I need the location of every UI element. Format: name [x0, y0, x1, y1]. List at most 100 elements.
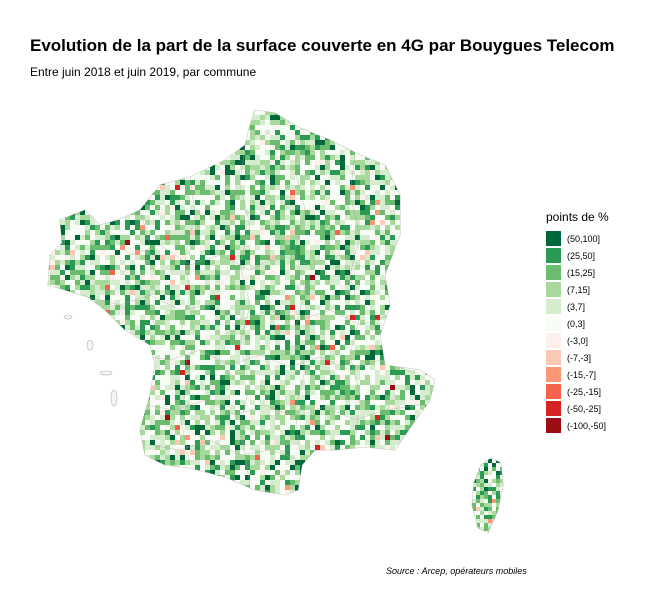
- commune-cell: [70, 395, 76, 401]
- commune-cell: [95, 285, 101, 291]
- commune-cell: [315, 305, 321, 311]
- commune-cell: [270, 170, 276, 176]
- commune-cell: [285, 300, 291, 306]
- commune-cell: [80, 365, 86, 371]
- commune-cell: [120, 370, 126, 376]
- commune-cell: [180, 385, 186, 391]
- commune-cell: [225, 385, 231, 391]
- commune-cell: [270, 125, 276, 131]
- commune-cell: [165, 280, 171, 286]
- commune-cell: [230, 205, 236, 211]
- commune-cell: [360, 250, 366, 256]
- commune-cell: [140, 260, 146, 266]
- commune-cell: [130, 185, 136, 191]
- commune-cell: [260, 200, 266, 206]
- commune-cell: [375, 205, 381, 211]
- commune-cell: [350, 235, 356, 241]
- commune-cell: [325, 335, 331, 341]
- commune-cell: [190, 215, 196, 221]
- commune-cell: [200, 240, 206, 246]
- commune-cell: [48, 230, 51, 236]
- commune-cell: [60, 135, 66, 141]
- commune-cell: [95, 255, 101, 261]
- commune-cell: [345, 265, 351, 271]
- commune-cell: [360, 165, 366, 171]
- commune-cell: [85, 195, 91, 201]
- commune-cell: [265, 160, 271, 166]
- commune-cell: [55, 210, 61, 216]
- commune-cell: [95, 375, 101, 381]
- commune-cell: [420, 125, 426, 131]
- commune-cell: [425, 125, 431, 131]
- commune-cell: [370, 150, 376, 156]
- commune-cell: [310, 260, 316, 266]
- commune-cell: [195, 285, 201, 291]
- commune-cell: [285, 305, 291, 311]
- commune-cell: [230, 135, 236, 141]
- commune-cell: [125, 195, 131, 201]
- commune-cell: [365, 160, 371, 166]
- commune-cell: [250, 360, 256, 366]
- commune-cell: [400, 375, 406, 381]
- commune-cell: [55, 325, 61, 331]
- commune-cell: [370, 290, 376, 296]
- commune-cell: [360, 160, 366, 166]
- commune-cell: [275, 380, 281, 386]
- commune-cell: [365, 335, 371, 341]
- commune-cell: [180, 225, 186, 231]
- commune-cell: [305, 330, 311, 336]
- commune-cell: [300, 165, 306, 171]
- commune-cell: [315, 130, 321, 136]
- commune-cell: [155, 230, 161, 236]
- commune-cell: [290, 340, 296, 346]
- commune-cell: [140, 370, 146, 376]
- commune-cell: [65, 200, 71, 206]
- commune-cell: [285, 200, 291, 206]
- commune-cell: [160, 265, 166, 271]
- commune-cell: [290, 190, 296, 196]
- commune-cell: [315, 160, 321, 166]
- commune-cell: [315, 235, 321, 241]
- commune-cell: [175, 335, 181, 341]
- commune-cell: [60, 355, 66, 361]
- commune-cell: [105, 415, 111, 421]
- commune-cell: [50, 380, 56, 386]
- commune-cell: [300, 205, 306, 211]
- commune-cell: [375, 195, 381, 201]
- commune-cell: [170, 375, 176, 381]
- commune-cell: [265, 175, 271, 181]
- commune-cell: [100, 405, 106, 411]
- commune-cell: [415, 345, 421, 351]
- commune-cell: [190, 415, 196, 421]
- commune-cell: [135, 310, 141, 316]
- commune-cell: [200, 390, 206, 396]
- commune-cell: [405, 385, 411, 391]
- commune-cell: [180, 380, 186, 386]
- commune-cell: [160, 335, 166, 341]
- commune-cell: [230, 330, 236, 336]
- commune-cell: [400, 390, 406, 396]
- commune-cell: [80, 370, 86, 376]
- commune-cell: [260, 120, 266, 126]
- commune-cell: [100, 210, 106, 216]
- commune-cell: [270, 210, 276, 216]
- commune-cell: [50, 155, 56, 161]
- commune-cell: [315, 405, 321, 411]
- commune-cell: [325, 400, 331, 406]
- commune-cell: [310, 380, 316, 386]
- commune-cell: [235, 225, 241, 231]
- commune-cell: [215, 255, 221, 261]
- commune-cell: [310, 245, 316, 251]
- commune-cell: [335, 265, 341, 271]
- commune-cell: [285, 385, 291, 391]
- commune-cell: [415, 115, 421, 121]
- commune-cell: [370, 125, 376, 131]
- commune-cell: [370, 115, 376, 121]
- commune-cell: [265, 255, 271, 261]
- commune-cell: [55, 280, 61, 286]
- commune-cell: [95, 295, 101, 301]
- commune-cell: [295, 315, 301, 321]
- commune-cell: [395, 335, 401, 341]
- commune-cell: [135, 300, 141, 306]
- commune-cell: [210, 245, 216, 251]
